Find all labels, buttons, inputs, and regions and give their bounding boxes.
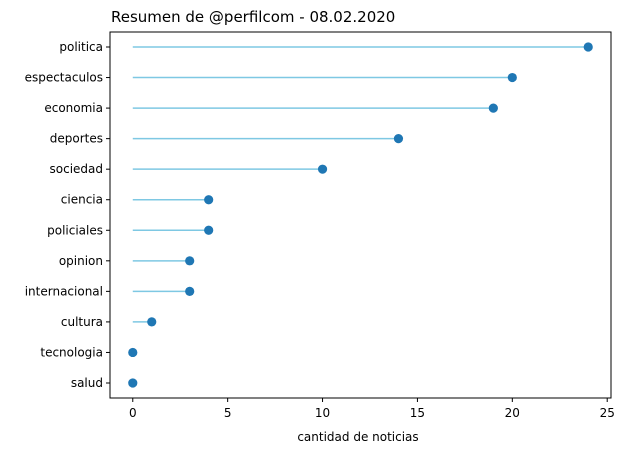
marker-deportes bbox=[393, 134, 404, 144]
y-tick-label-deportes: deportes bbox=[50, 132, 103, 146]
marker-politica bbox=[583, 42, 593, 52]
y-tick-label-tecnologia: tecnologia bbox=[40, 345, 103, 359]
y-tick-label-opinion: opinion bbox=[59, 254, 103, 268]
x-tick-label-10: 10 bbox=[315, 406, 330, 420]
stems-group bbox=[132, 46, 589, 323]
marker-espectaculos bbox=[507, 72, 517, 83]
x-tick-label-5: 5 bbox=[224, 406, 232, 420]
y-tick-label-internacional: internacional bbox=[25, 284, 103, 298]
y-tick-label-cultura: cultura bbox=[61, 315, 103, 329]
y-tick-label-economia: economia bbox=[44, 101, 103, 115]
y-tick-label-policiales: policiales bbox=[47, 223, 103, 237]
marker-cultura bbox=[147, 317, 157, 327]
x-axis-label: cantidad de noticias bbox=[297, 430, 418, 444]
x-tick-label-0: 0 bbox=[129, 406, 137, 420]
markers-group bbox=[128, 42, 593, 388]
marker-ciencia bbox=[204, 195, 214, 205]
y-tick-label-sociedad: sociedad bbox=[50, 162, 104, 176]
x-tick-label-20: 20 bbox=[505, 406, 520, 420]
marker-salud bbox=[128, 378, 138, 388]
marker-sociedad bbox=[317, 164, 328, 174]
plot-frame bbox=[109, 31, 612, 399]
marker-internacional bbox=[185, 286, 195, 296]
marker-economia bbox=[488, 103, 498, 113]
x-tick-label-25: 25 bbox=[600, 406, 615, 420]
chart-title: Resumen de @perfilcom - 08.02.2020 bbox=[111, 8, 395, 26]
y-tick-label-politica: politica bbox=[59, 40, 103, 54]
marker-tecnologia bbox=[128, 347, 138, 358]
y-tick-label-ciencia: ciencia bbox=[61, 193, 103, 207]
x-tick-label-15: 15 bbox=[410, 406, 425, 420]
y-axis: politica espectaculos economia deportes soci… bbox=[25, 40, 110, 390]
marker-policiales bbox=[204, 225, 214, 235]
x-axis: 0 5 10 15 20 25 bbox=[129, 398, 615, 420]
marker-opinion bbox=[185, 256, 195, 266]
y-tick-label-salud: salud bbox=[71, 376, 103, 390]
y-tick-label-espectaculos: espectaculos bbox=[25, 71, 103, 85]
